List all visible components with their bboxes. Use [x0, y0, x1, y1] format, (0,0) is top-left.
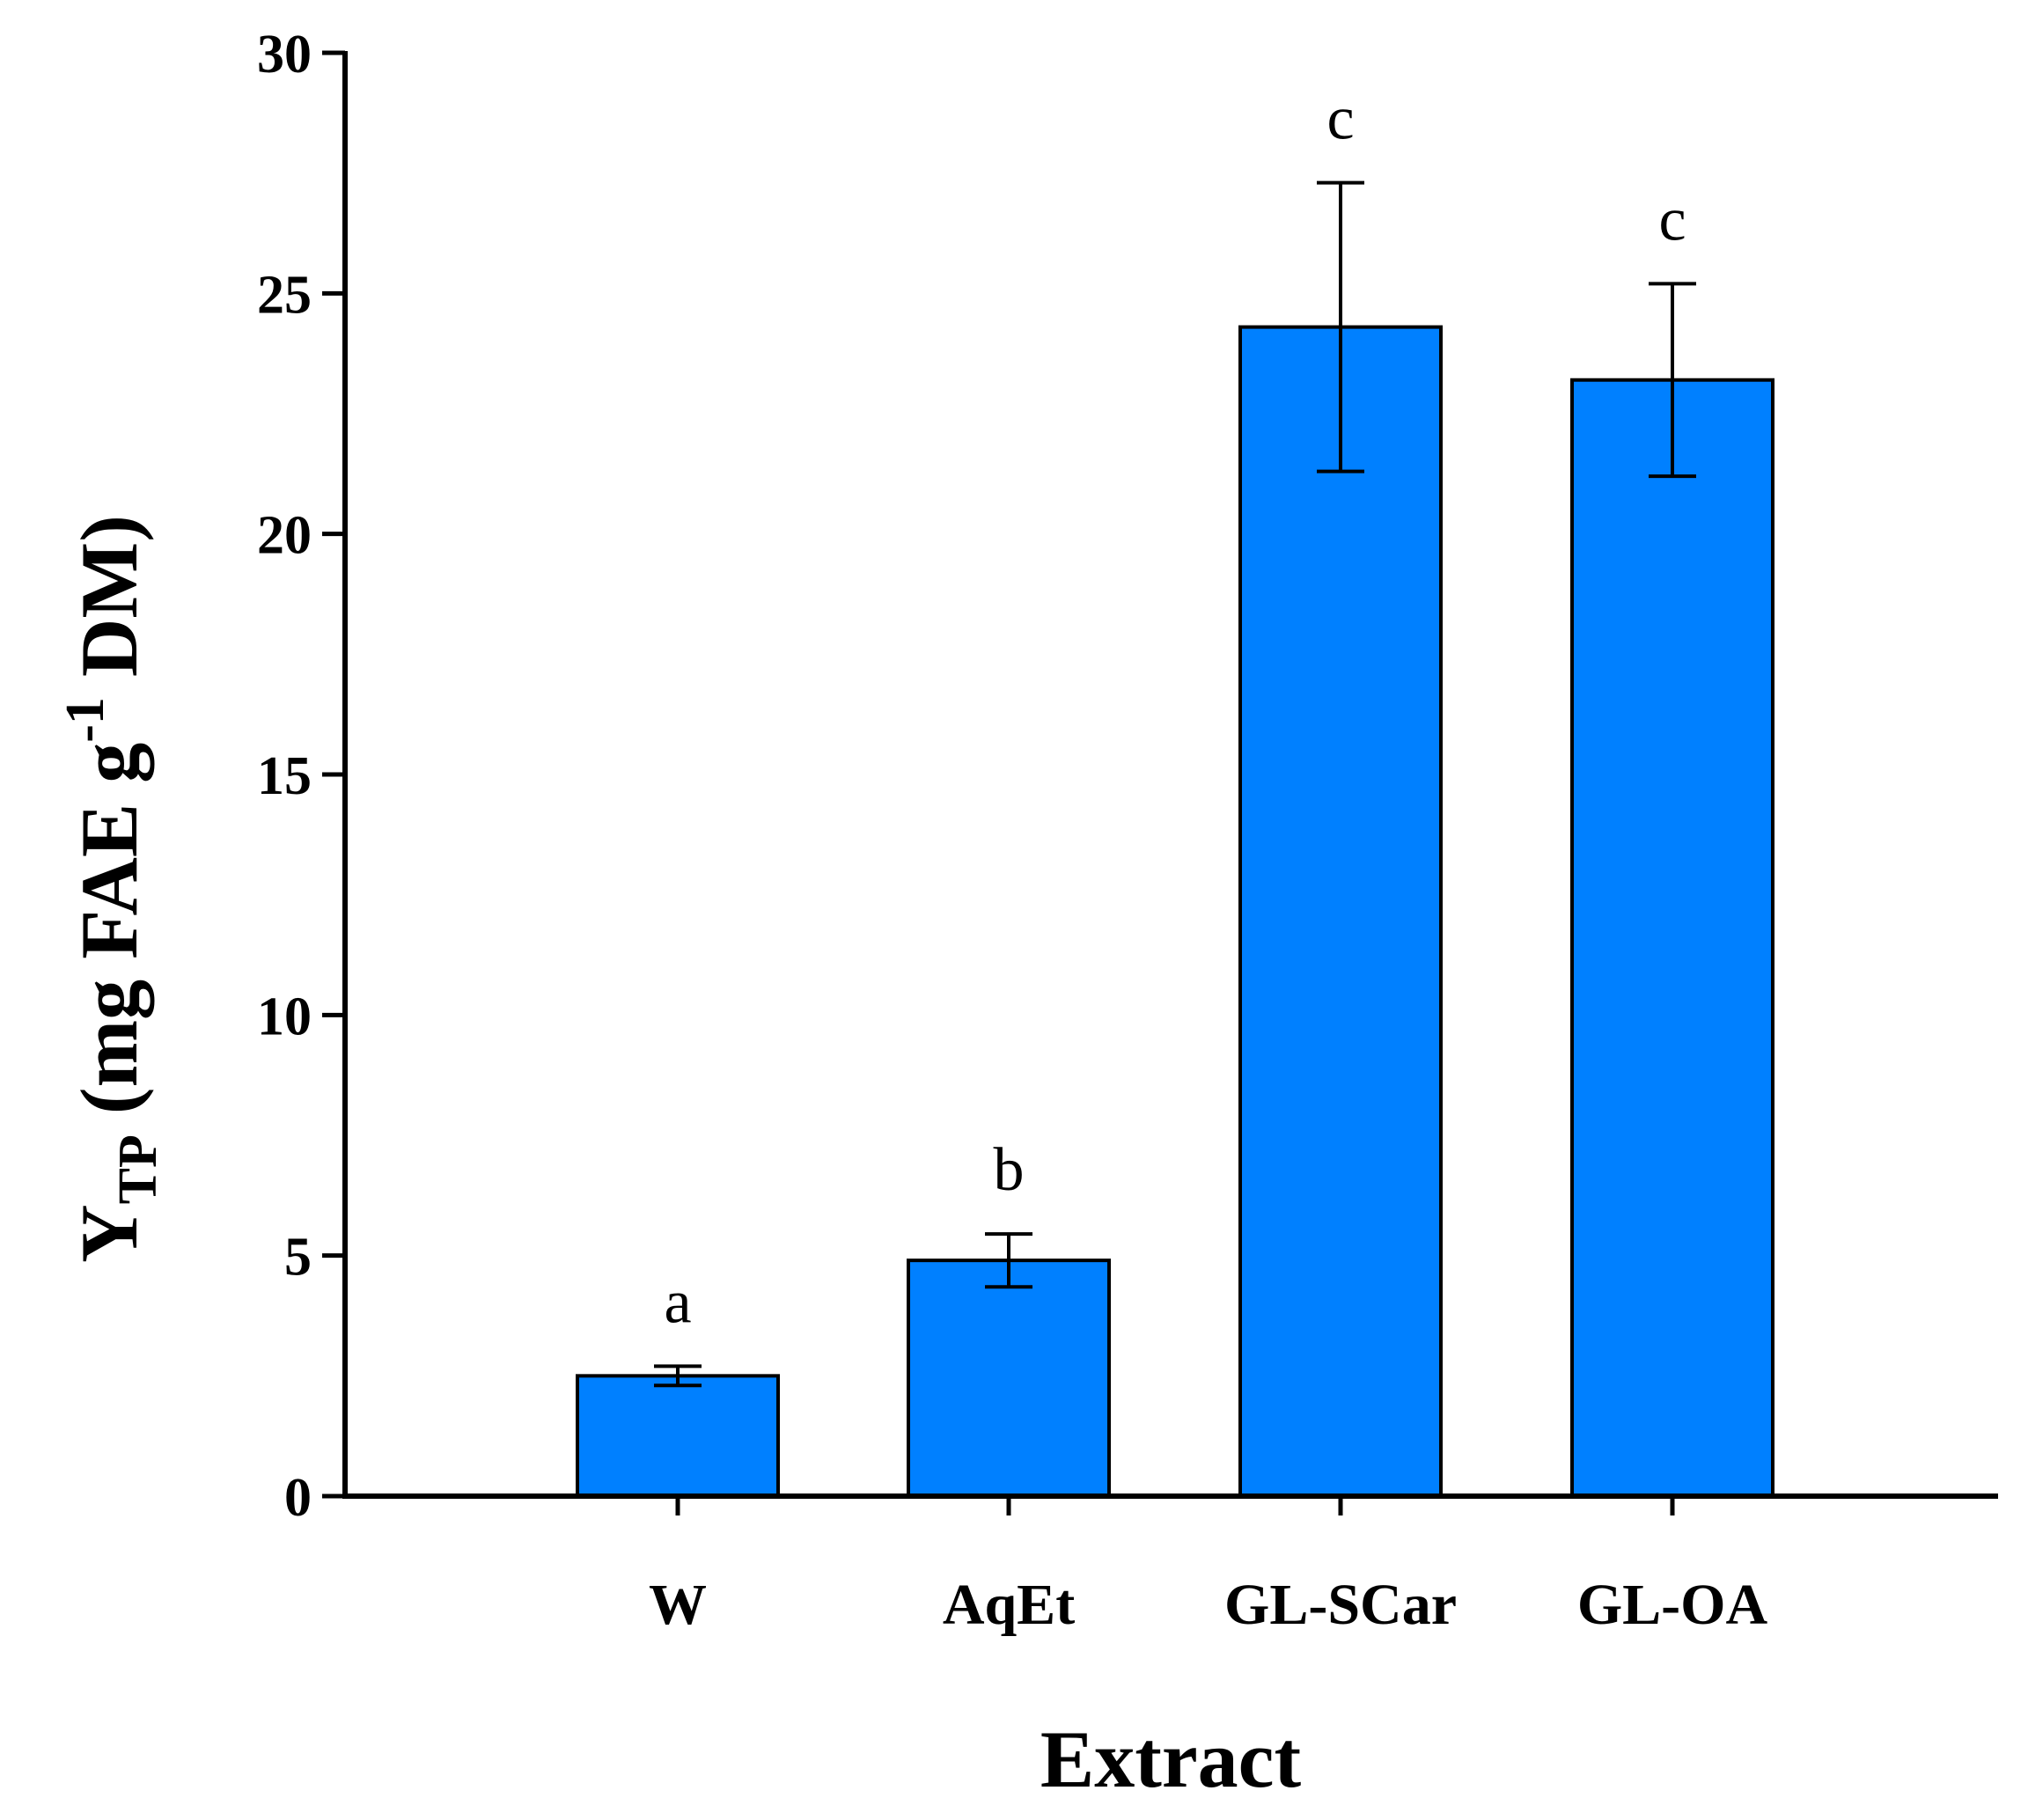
y-axis-title-suffix: DM) — [64, 515, 154, 697]
y-tick-label-3: 15 — [257, 746, 312, 806]
bar-0 — [576, 1374, 780, 1499]
significance-label-2: c — [1326, 85, 1354, 153]
significance-label-3: c — [1658, 186, 1686, 253]
error-bars-group — [654, 180, 1696, 1388]
bar-3 — [1570, 378, 1774, 1499]
x-axis: W AqEt GL-SCar GL-OA — [342, 1493, 1998, 1637]
y-axis: 0 5 10 15 20 25 30 — [257, 25, 348, 1528]
y-tick-label-5: 25 — [257, 265, 312, 325]
significance-label-1: b — [994, 1136, 1025, 1204]
y-tick-label-0: 0 — [284, 1468, 312, 1528]
bar-2 — [1238, 325, 1443, 1499]
x-tick-label-3: GL-OA — [1577, 1573, 1768, 1637]
x-tick-label-2: GL-SCar — [1224, 1573, 1457, 1637]
significance-labels-group: a b c c — [664, 85, 1686, 1337]
y-axis-title-main: Y — [64, 1204, 154, 1262]
x-tick-label-1: AqEt — [943, 1573, 1075, 1637]
x-tick-label-0: W — [649, 1573, 707, 1637]
bars-group — [576, 325, 1774, 1499]
y-tick-label-2: 10 — [257, 987, 312, 1046]
x-axis-title: Extract — [1040, 1714, 1302, 1804]
y-tick-label-1: 5 — [284, 1228, 312, 1288]
significance-label-0: a — [664, 1268, 691, 1336]
y-tick-label-6: 30 — [257, 25, 312, 84]
y-axis-title: YTP (mg FAE g-1 DM) — [55, 515, 168, 1263]
y-axis-title-subscript: TP — [108, 1134, 168, 1204]
y-axis-title-prefix: (mg FAE g — [64, 743, 154, 1134]
y-axis-title-superscript: -1 — [55, 697, 115, 743]
bar-1 — [907, 1259, 1111, 1498]
y-tick-label-4: 20 — [257, 506, 312, 566]
